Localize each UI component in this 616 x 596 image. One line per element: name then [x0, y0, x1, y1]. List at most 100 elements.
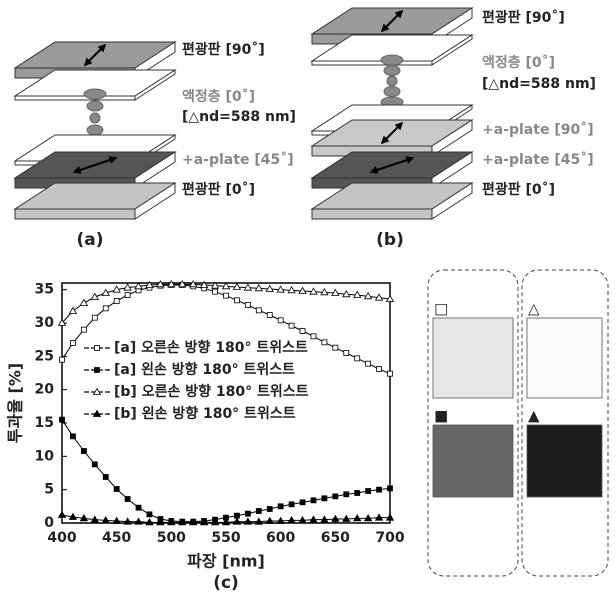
label: 액정층 [0˚]: [182, 88, 255, 105]
marker: [388, 486, 393, 491]
caption: (a): [76, 230, 103, 250]
y-tick-label: 10: [35, 448, 55, 464]
marker: [256, 509, 261, 514]
plate-front: [312, 209, 432, 219]
y-tick-label: 15: [35, 415, 54, 431]
legend-marker: [95, 346, 100, 351]
marker: [344, 492, 349, 497]
plate-front: [15, 209, 135, 219]
marker: [81, 327, 86, 332]
marker: [256, 308, 261, 313]
lc-molecule: [84, 89, 106, 99]
marker: [366, 489, 371, 494]
lc-molecule: [387, 76, 397, 86]
marker: [377, 367, 382, 372]
series-line: [62, 284, 390, 323]
label: +a-plate [45˚]: [182, 151, 294, 168]
label: +a-plate [90˚]: [482, 121, 594, 138]
x-axis-label: 파장 [nm]: [187, 552, 265, 571]
marker: [355, 491, 360, 496]
swatch-symbol: △: [528, 300, 540, 318]
caption: (c): [213, 573, 239, 593]
y-tick-label: 25: [35, 348, 54, 364]
lc-molecule: [381, 55, 403, 65]
marker: [69, 308, 76, 314]
label: 편광판 [90˚]: [182, 41, 265, 58]
label: +a-plate [45˚]: [482, 151, 594, 168]
marker: [267, 313, 272, 318]
marker: [245, 511, 250, 516]
legend-marker: [95, 368, 100, 373]
marker: [70, 341, 75, 346]
x-tick-label: 450: [102, 530, 131, 546]
marker: [245, 303, 250, 308]
marker: [267, 507, 272, 512]
marker: [355, 356, 360, 361]
marker: [125, 293, 130, 298]
marker: [278, 504, 283, 509]
marker: [81, 449, 86, 454]
marker: [322, 496, 327, 501]
legend-label: [a] 왼손 방향 180° 트위스트: [114, 361, 295, 378]
label: [△nd=588 nm]: [482, 76, 596, 92]
marker: [333, 345, 338, 350]
marker: [92, 315, 97, 320]
swatch: [433, 425, 513, 497]
marker: [366, 361, 371, 366]
swatch: [433, 318, 513, 398]
swatch-symbol: ■: [434, 407, 448, 425]
lc-molecule: [90, 113, 100, 123]
marker: [311, 498, 316, 503]
y-tick-label: 30: [35, 315, 55, 331]
legend-label: [a] 오른손 방향 180° 트위스트: [114, 339, 308, 356]
marker: [388, 371, 393, 376]
marker: [114, 487, 119, 492]
series-line: [62, 420, 390, 522]
marker: [344, 351, 349, 356]
label: [△nd=588 nm]: [182, 109, 296, 125]
swatch: [527, 425, 602, 497]
swatch-symbol: ▲: [528, 407, 540, 425]
lc-molecule: [87, 125, 103, 135]
x-tick-label: 700: [375, 530, 404, 546]
lc-molecule: [384, 66, 400, 76]
marker: [70, 434, 75, 439]
marker: [60, 357, 65, 362]
label: 편광판 [0˚]: [182, 181, 255, 198]
marker: [300, 500, 305, 505]
y-tick-label: 0: [44, 515, 54, 531]
marker: [60, 417, 65, 422]
label: 편광판 [0˚]: [482, 181, 555, 198]
marker: [333, 494, 338, 499]
swatch-symbol: □: [434, 300, 448, 318]
marker: [224, 293, 229, 298]
x-tick-label: 500: [157, 530, 186, 546]
label: 액정층 [0˚]: [482, 54, 555, 71]
marker: [59, 512, 66, 518]
marker: [289, 502, 294, 507]
marker: [80, 300, 87, 306]
marker: [125, 497, 130, 502]
lc-molecule: [87, 101, 103, 111]
y-axis-label: 투과율 [%]: [6, 363, 25, 443]
marker: [103, 475, 108, 480]
y-tick-label: 20: [35, 382, 55, 398]
marker: [377, 487, 382, 492]
marker: [300, 329, 305, 334]
marker: [322, 340, 327, 345]
marker: [311, 334, 316, 339]
marker: [136, 505, 141, 510]
marker: [234, 298, 239, 303]
figure: (a) (b) 편광판 [90˚] 액정층 [0˚] [△nd=588 nm] …: [0, 0, 616, 596]
plate-front: [312, 61, 432, 65]
plot-frame: [62, 283, 390, 523]
label: 편광판 [90˚]: [482, 9, 565, 26]
x-tick-label: 400: [47, 530, 76, 546]
caption: (b): [376, 230, 404, 250]
marker: [147, 512, 152, 517]
marker: [103, 306, 108, 311]
lc-molecule: [384, 87, 400, 97]
marker: [213, 289, 218, 294]
x-tick-label: 600: [266, 530, 295, 546]
